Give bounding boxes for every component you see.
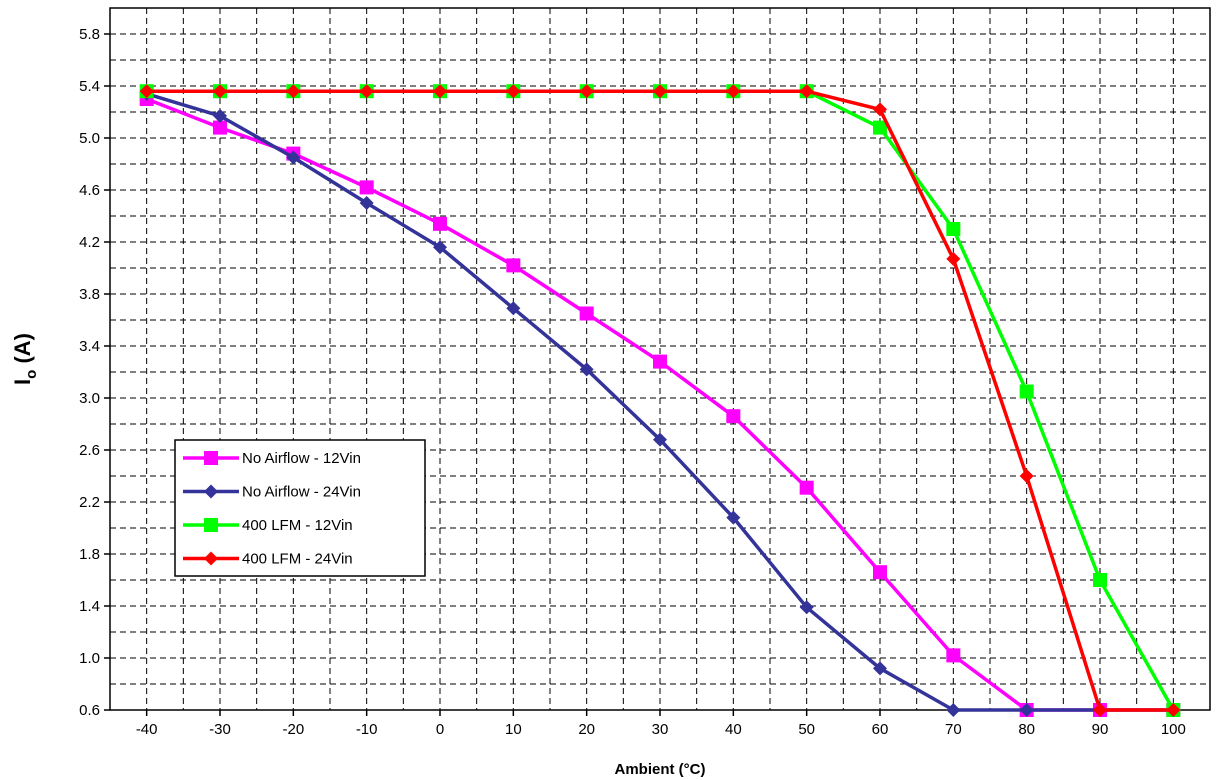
- y-axis-title-sub: o: [23, 370, 40, 379]
- marker-diamond: [579, 84, 594, 99]
- y-tick-label: 5.4: [79, 78, 100, 95]
- marker-square: [1019, 384, 1034, 399]
- marker-diamond: [946, 703, 961, 717]
- y-tick-label: 1.0: [79, 650, 100, 667]
- x-tick-label: -10: [356, 721, 378, 738]
- marker-diamond: [433, 84, 447, 99]
- marker-diamond: [873, 102, 887, 117]
- marker-diamond: [726, 84, 741, 99]
- series-4: [139, 84, 1181, 717]
- marker-diamond: [213, 108, 227, 123]
- y-tick-label: 3.0: [79, 390, 100, 407]
- marker-diamond: [433, 240, 447, 255]
- y-tick-label: 1.4: [79, 598, 100, 615]
- marker-square: [1093, 573, 1107, 587]
- marker-diamond: [139, 84, 154, 99]
- y-tick-label: 1.8: [79, 546, 100, 563]
- y-tick-label: 4.2: [79, 234, 100, 251]
- marker-square: [579, 306, 594, 321]
- series-2: [139, 86, 1181, 717]
- marker-square: [506, 258, 521, 273]
- series-layer: [139, 84, 1181, 717]
- marker-square: [946, 648, 961, 663]
- marker-diamond: [286, 150, 301, 165]
- x-tick-label: -20: [282, 721, 304, 738]
- marker-diamond: [359, 84, 374, 99]
- x-tick-label: -30: [209, 721, 231, 738]
- marker-square: [213, 120, 227, 135]
- marker-diamond: [1019, 469, 1034, 483]
- y-axis-title: Io (A): [10, 333, 40, 385]
- x-tick-label: 50: [798, 721, 815, 738]
- marker-square: [873, 120, 887, 135]
- y-tick-label: 2.2: [79, 494, 100, 511]
- x-tick-label: 80: [1018, 721, 1035, 738]
- legend-label: No Airflow - 24Vin: [242, 484, 361, 501]
- marker-diamond: [204, 484, 218, 499]
- x-tick-label: 40: [725, 721, 742, 738]
- marker-square: [799, 480, 814, 495]
- x-axis-title: Ambient (°C): [615, 761, 706, 778]
- marker-diamond: [726, 510, 741, 525]
- marker-square: [433, 216, 447, 231]
- x-tick-label: 10: [505, 721, 522, 738]
- legend: No Airflow - 12Vin No Airflow - 24Vin 400 …: [174, 439, 426, 577]
- marker-square: [726, 409, 741, 424]
- marker-diamond: [799, 600, 814, 615]
- marker-diamond: [213, 84, 227, 99]
- marker-diamond: [1166, 703, 1181, 717]
- x-tick-label: 20: [578, 721, 595, 738]
- marker-diamond: [506, 301, 521, 316]
- marker-diamond: [946, 251, 961, 266]
- x-tick-label: 70: [945, 721, 962, 738]
- y-tick-label: 4.6: [79, 182, 100, 199]
- legend-label: 400 LFM - 24Vin: [242, 551, 353, 568]
- marker-diamond: [204, 551, 218, 566]
- y-tick-label: 2.6: [79, 442, 100, 459]
- legend-label: No Airflow - 12Vin: [242, 450, 361, 467]
- y-tick-label: 5.8: [79, 26, 100, 43]
- y-axis-title-unit: (A): [10, 333, 35, 370]
- marker-square: [359, 180, 374, 195]
- marker-diamond: [359, 196, 374, 210]
- x-tick-label: 0: [436, 721, 444, 738]
- marker-diamond: [1093, 703, 1107, 717]
- x-tick-label: 60: [872, 721, 889, 738]
- marker-square: [204, 518, 218, 532]
- marker-diamond: [286, 84, 301, 99]
- marker-diamond: [653, 432, 667, 447]
- legend-label: 400 LFM - 12Vin: [242, 517, 353, 534]
- x-tick-label: -40: [136, 721, 158, 738]
- marker-diamond: [653, 84, 667, 99]
- marker-square: [653, 354, 667, 369]
- marker-square: [873, 565, 887, 580]
- marker-diamond: [799, 84, 814, 99]
- x-tick-label: 90: [1092, 721, 1109, 738]
- y-tick-label: 5.0: [79, 130, 100, 147]
- marker-square: [946, 222, 961, 236]
- marker-diamond: [506, 84, 521, 99]
- x-tick-label: 30: [652, 721, 669, 738]
- y-tick-label: 0.6: [79, 702, 100, 719]
- y-axis-title-main: I: [10, 379, 35, 385]
- marker-diamond: [579, 362, 594, 377]
- axes: -40 -30 -20 -10 0 10 20 30 40 50 60 70 80 90 100 0.6 1.0…: [79, 26, 1186, 738]
- marker-diamond: [873, 661, 887, 676]
- marker-diamond: [1019, 703, 1034, 717]
- y-tick-label: 3.4: [79, 338, 100, 355]
- y-tick-label: 3.8: [79, 286, 100, 303]
- x-tick-label: 100: [1161, 721, 1186, 738]
- marker-square: [204, 451, 218, 465]
